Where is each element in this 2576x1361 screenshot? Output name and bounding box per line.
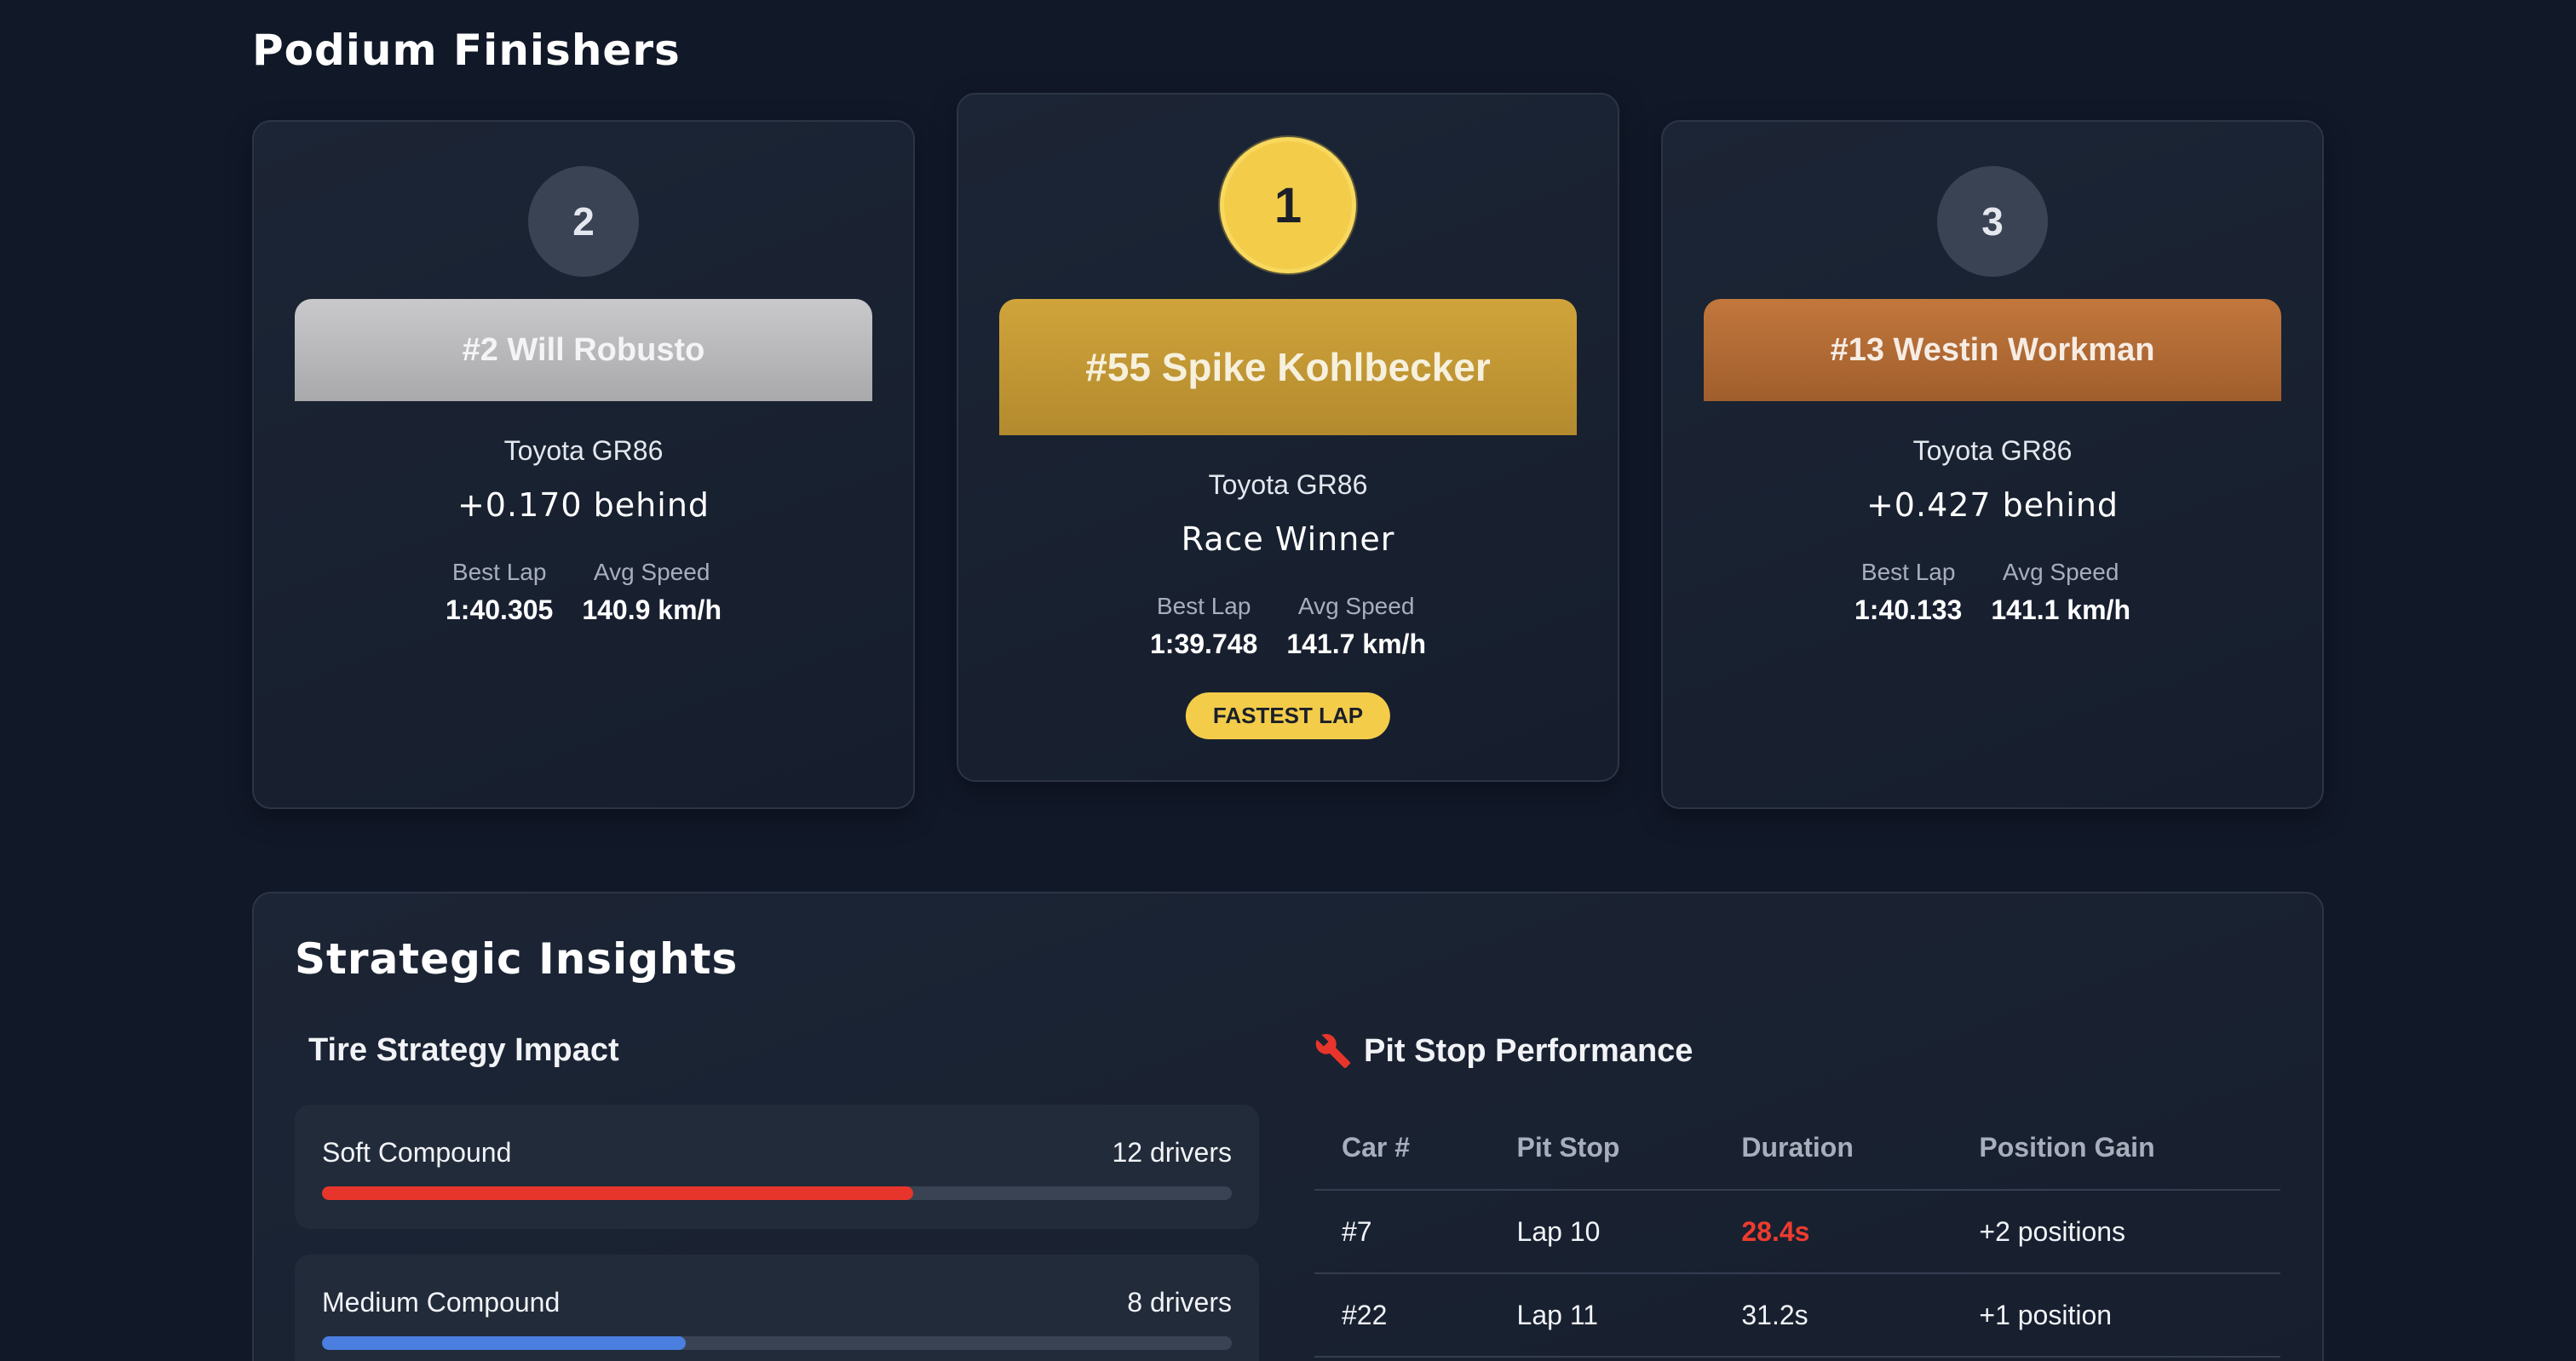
pit-stop-table: Car # Pit Stop Duration Position Gain #7… (1314, 1106, 2280, 1358)
driver-name: #2 Will Robusto (295, 299, 872, 401)
position-badge: 2 (528, 166, 639, 277)
podium-card-third[interactable]: 3 #13 Westin Workman Toyota GR86 +0.427 … (1661, 120, 2324, 809)
cell-duration: 31.2s (1714, 1273, 1952, 1358)
best-lap-stat: Best Lap 1:40.133 (1854, 559, 1962, 626)
time-gap: +0.427 behind (1866, 486, 2119, 524)
car-model: Toyota GR86 (1912, 435, 2073, 466)
cell-pit-stop: Lap 11 (1489, 1273, 1715, 1358)
car-model: Toyota GR86 (1208, 469, 1368, 500)
driver-stats: Best Lap 1:40.305 Avg Speed 140.9 km/h (254, 559, 913, 626)
fastest-lap-badge: FASTEST LAP (1185, 692, 1391, 739)
column-header-duration[interactable]: Duration (1714, 1106, 1952, 1191)
cell-position-gain: +2 positions (1952, 1190, 2280, 1274)
column-header-position-gain[interactable]: Position Gain (1952, 1106, 2280, 1191)
tire-strategy-title-text: Tire Strategy Impact (308, 1032, 619, 1068)
pit-stop-title-text: Pit Stop Performance (1364, 1032, 1693, 1069)
avg-speed-value: 141.7 km/h (1286, 629, 1426, 659)
compound-count: 12 drivers (1112, 1137, 1233, 1168)
position-badge: 1 (1220, 137, 1356, 273)
avg-speed-label: Avg Speed (1297, 593, 1415, 619)
compound-count: 8 drivers (1127, 1287, 1232, 1318)
best-lap-stat: Best Lap 1:40.305 (446, 559, 553, 626)
column-header-car[interactable]: Car # (1314, 1106, 1490, 1191)
best-lap-label: Best Lap (1156, 593, 1251, 619)
driver-stats: Best Lap 1:40.133 Avg Speed 141.1 km/h (1663, 559, 2322, 626)
insights-title: Strategic Insights (295, 934, 739, 984)
avg-speed-value: 140.9 km/h (582, 594, 722, 625)
race-winner-label: Race Winner (1181, 520, 1395, 558)
time-gap: +0.170 behind (457, 486, 710, 524)
strategic-insights-panel: Strategic Insights Tire Strategy Impact … (252, 892, 2324, 1361)
cell-position-gain: +1 position (1952, 1273, 2280, 1358)
best-lap-label: Best Lap (1860, 559, 1956, 585)
avg-speed-stat: Avg Speed 141.7 km/h (1286, 593, 1426, 660)
driver-name: #55 Spike Kohlbecker (999, 299, 1577, 435)
compound-progress-track (322, 1336, 1232, 1350)
podium-card-second[interactable]: 2 #2 Will Robusto Toyota GR86 +0.170 beh… (252, 120, 915, 809)
table-row[interactable]: #7 Lap 10 28.4s +2 positions (1314, 1190, 2280, 1274)
best-lap-value: 1:40.305 (446, 594, 554, 625)
avg-speed-stat: Avg Speed 140.9 km/h (582, 559, 722, 626)
driver-name: #13 Westin Workman (1704, 299, 2281, 401)
podium-section-title: Podium Finishers (252, 26, 681, 75)
tire-compound-row-medium: Medium Compound 8 drivers (295, 1255, 1259, 1361)
avg-speed-stat: Avg Speed 141.1 km/h (1991, 559, 2130, 626)
wrench-icon (1315, 1034, 1351, 1069)
tire-strategy-title: Tire Strategy Impact (308, 1032, 619, 1069)
best-lap-label: Best Lap (451, 559, 547, 585)
avg-speed-label: Avg Speed (593, 559, 710, 585)
compound-progress-track (322, 1186, 1232, 1200)
cell-duration: 28.4s (1714, 1190, 1952, 1274)
compound-progress-fill (322, 1186, 914, 1200)
avg-speed-label: Avg Speed (2002, 559, 2119, 585)
cell-car: #22 (1314, 1273, 1490, 1358)
column-header-pit-stop[interactable]: Pit Stop (1489, 1106, 1715, 1191)
tire-compound-row-soft: Soft Compound 12 drivers (295, 1105, 1259, 1229)
best-lap-value: 1:39.748 (1150, 629, 1258, 659)
podium-card-winner[interactable]: 1 #55 Spike Kohlbecker Toyota GR86 Race … (957, 93, 1619, 782)
cell-pit-stop: Lap 10 (1489, 1190, 1715, 1274)
avg-speed-value: 141.1 km/h (1991, 594, 2130, 625)
compound-label: Medium Compound (322, 1287, 561, 1318)
compound-label: Soft Compound (322, 1137, 512, 1168)
position-badge: 3 (1937, 166, 2048, 277)
best-lap-value: 1:40.133 (1854, 594, 1963, 625)
table-header-row: Car # Pit Stop Duration Position Gain (1314, 1106, 2280, 1191)
cell-car: #7 (1314, 1190, 1490, 1274)
compound-progress-fill (322, 1336, 687, 1350)
car-model: Toyota GR86 (503, 435, 664, 466)
table-row[interactable]: #22 Lap 11 31.2s +1 position (1314, 1273, 2280, 1358)
best-lap-stat: Best Lap 1:39.748 (1150, 593, 1257, 660)
driver-stats: Best Lap 1:39.748 Avg Speed 141.7 km/h (958, 593, 1618, 660)
pit-stop-title: Pit Stop Performance (1314, 1032, 1693, 1070)
